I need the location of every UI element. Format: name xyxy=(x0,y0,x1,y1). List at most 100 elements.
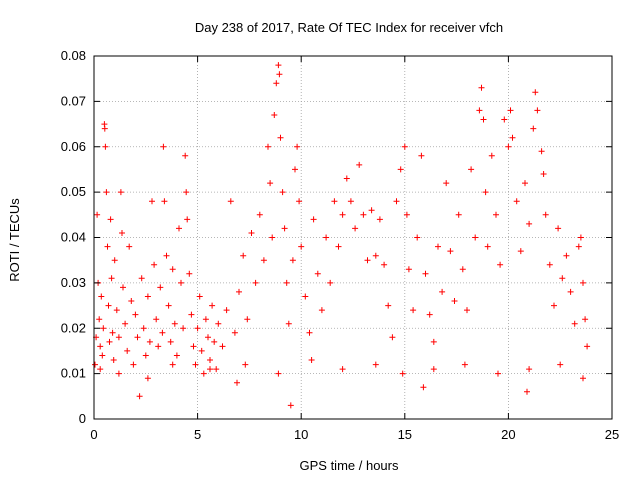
data-point xyxy=(517,248,524,255)
data-point xyxy=(265,143,271,150)
data-point xyxy=(403,211,410,218)
data-point xyxy=(331,198,338,205)
data-point xyxy=(495,370,501,377)
data-point xyxy=(176,225,182,232)
data-point xyxy=(501,116,508,123)
x-axis-label: GPS time / hours xyxy=(300,458,399,473)
data-point xyxy=(277,134,284,141)
data-point xyxy=(144,375,151,382)
chart-title: Day 238 of 2017, Rate Of TEC Index for r… xyxy=(195,20,503,35)
data-point xyxy=(146,338,153,345)
x-tick-label: 20 xyxy=(501,427,515,442)
x-tick-label: 5 xyxy=(194,427,201,442)
data-point xyxy=(163,252,170,259)
data-point xyxy=(275,370,282,377)
data-point xyxy=(267,180,274,187)
data-point xyxy=(132,311,139,318)
data-point xyxy=(115,334,122,341)
data-point xyxy=(285,320,292,327)
data-point xyxy=(227,198,234,205)
data-point xyxy=(422,270,429,277)
data-point xyxy=(234,379,240,386)
data-point xyxy=(439,288,446,295)
data-point xyxy=(100,325,107,332)
data-point xyxy=(207,366,213,373)
data-point xyxy=(435,243,441,250)
data-point xyxy=(136,393,143,400)
x-tick-label: 15 xyxy=(398,427,412,442)
data-point xyxy=(551,302,557,309)
data-point xyxy=(122,320,129,327)
data-point xyxy=(283,279,290,286)
data-point xyxy=(182,152,189,159)
data-point xyxy=(530,125,537,132)
data-point xyxy=(484,243,491,250)
data-point xyxy=(399,370,406,377)
data-point xyxy=(559,275,566,282)
data-point xyxy=(376,216,383,223)
data-point xyxy=(111,257,118,264)
data-point xyxy=(169,266,176,273)
axis-ticks xyxy=(93,55,613,420)
data-point xyxy=(242,361,249,368)
data-point xyxy=(105,302,112,309)
data-point xyxy=(178,279,184,286)
data-point xyxy=(167,338,174,345)
data-point xyxy=(240,252,247,259)
data-point xyxy=(219,343,226,350)
data-point xyxy=(188,311,195,318)
data-point xyxy=(248,230,255,236)
data-point xyxy=(364,257,371,264)
data-point xyxy=(482,189,489,196)
y-tick-label: 0.05 xyxy=(61,184,86,199)
data-point xyxy=(205,334,211,341)
data-point xyxy=(256,211,263,218)
data-point xyxy=(96,316,103,323)
data-point xyxy=(160,143,167,150)
data-point xyxy=(289,257,296,264)
data-point xyxy=(92,361,98,368)
data-point xyxy=(577,234,584,241)
data-point xyxy=(102,143,109,150)
y-axis-label: ROTI / TECUs xyxy=(7,198,22,282)
data-point xyxy=(526,366,533,373)
data-point xyxy=(567,288,574,295)
data-point xyxy=(99,352,106,359)
y-tick-label: 0.02 xyxy=(61,320,86,335)
data-point xyxy=(464,307,470,314)
data-point xyxy=(209,302,216,309)
data-point xyxy=(271,112,278,118)
data-point xyxy=(534,107,541,114)
data-point xyxy=(153,316,160,323)
data-point xyxy=(420,384,427,391)
data-point xyxy=(430,366,437,373)
data-point xyxy=(211,338,218,345)
y-tick-label: 0.07 xyxy=(61,93,86,108)
data-point xyxy=(360,211,367,218)
data-point xyxy=(461,361,468,368)
data-point xyxy=(107,216,114,223)
data-point xyxy=(192,361,199,368)
data-point xyxy=(393,198,400,205)
data-point xyxy=(273,80,280,87)
data-point xyxy=(389,334,396,341)
data-point xyxy=(298,243,305,250)
data-point xyxy=(476,107,483,114)
data-point xyxy=(302,293,309,300)
data-point xyxy=(478,84,485,91)
data-point xyxy=(397,166,404,173)
data-point xyxy=(103,189,110,196)
data-point xyxy=(106,338,113,345)
data-point xyxy=(165,302,172,309)
data-point xyxy=(281,225,288,232)
data-point xyxy=(159,329,166,336)
data-point xyxy=(113,307,120,314)
data-point xyxy=(231,329,238,336)
data-point xyxy=(196,293,203,300)
data-point xyxy=(493,211,499,218)
data-point xyxy=(368,207,375,214)
data-point xyxy=(269,234,276,241)
x-tick-labels: 0 5 10 15 20 25 xyxy=(90,427,619,442)
data-point xyxy=(260,257,267,264)
data-point xyxy=(352,225,359,232)
